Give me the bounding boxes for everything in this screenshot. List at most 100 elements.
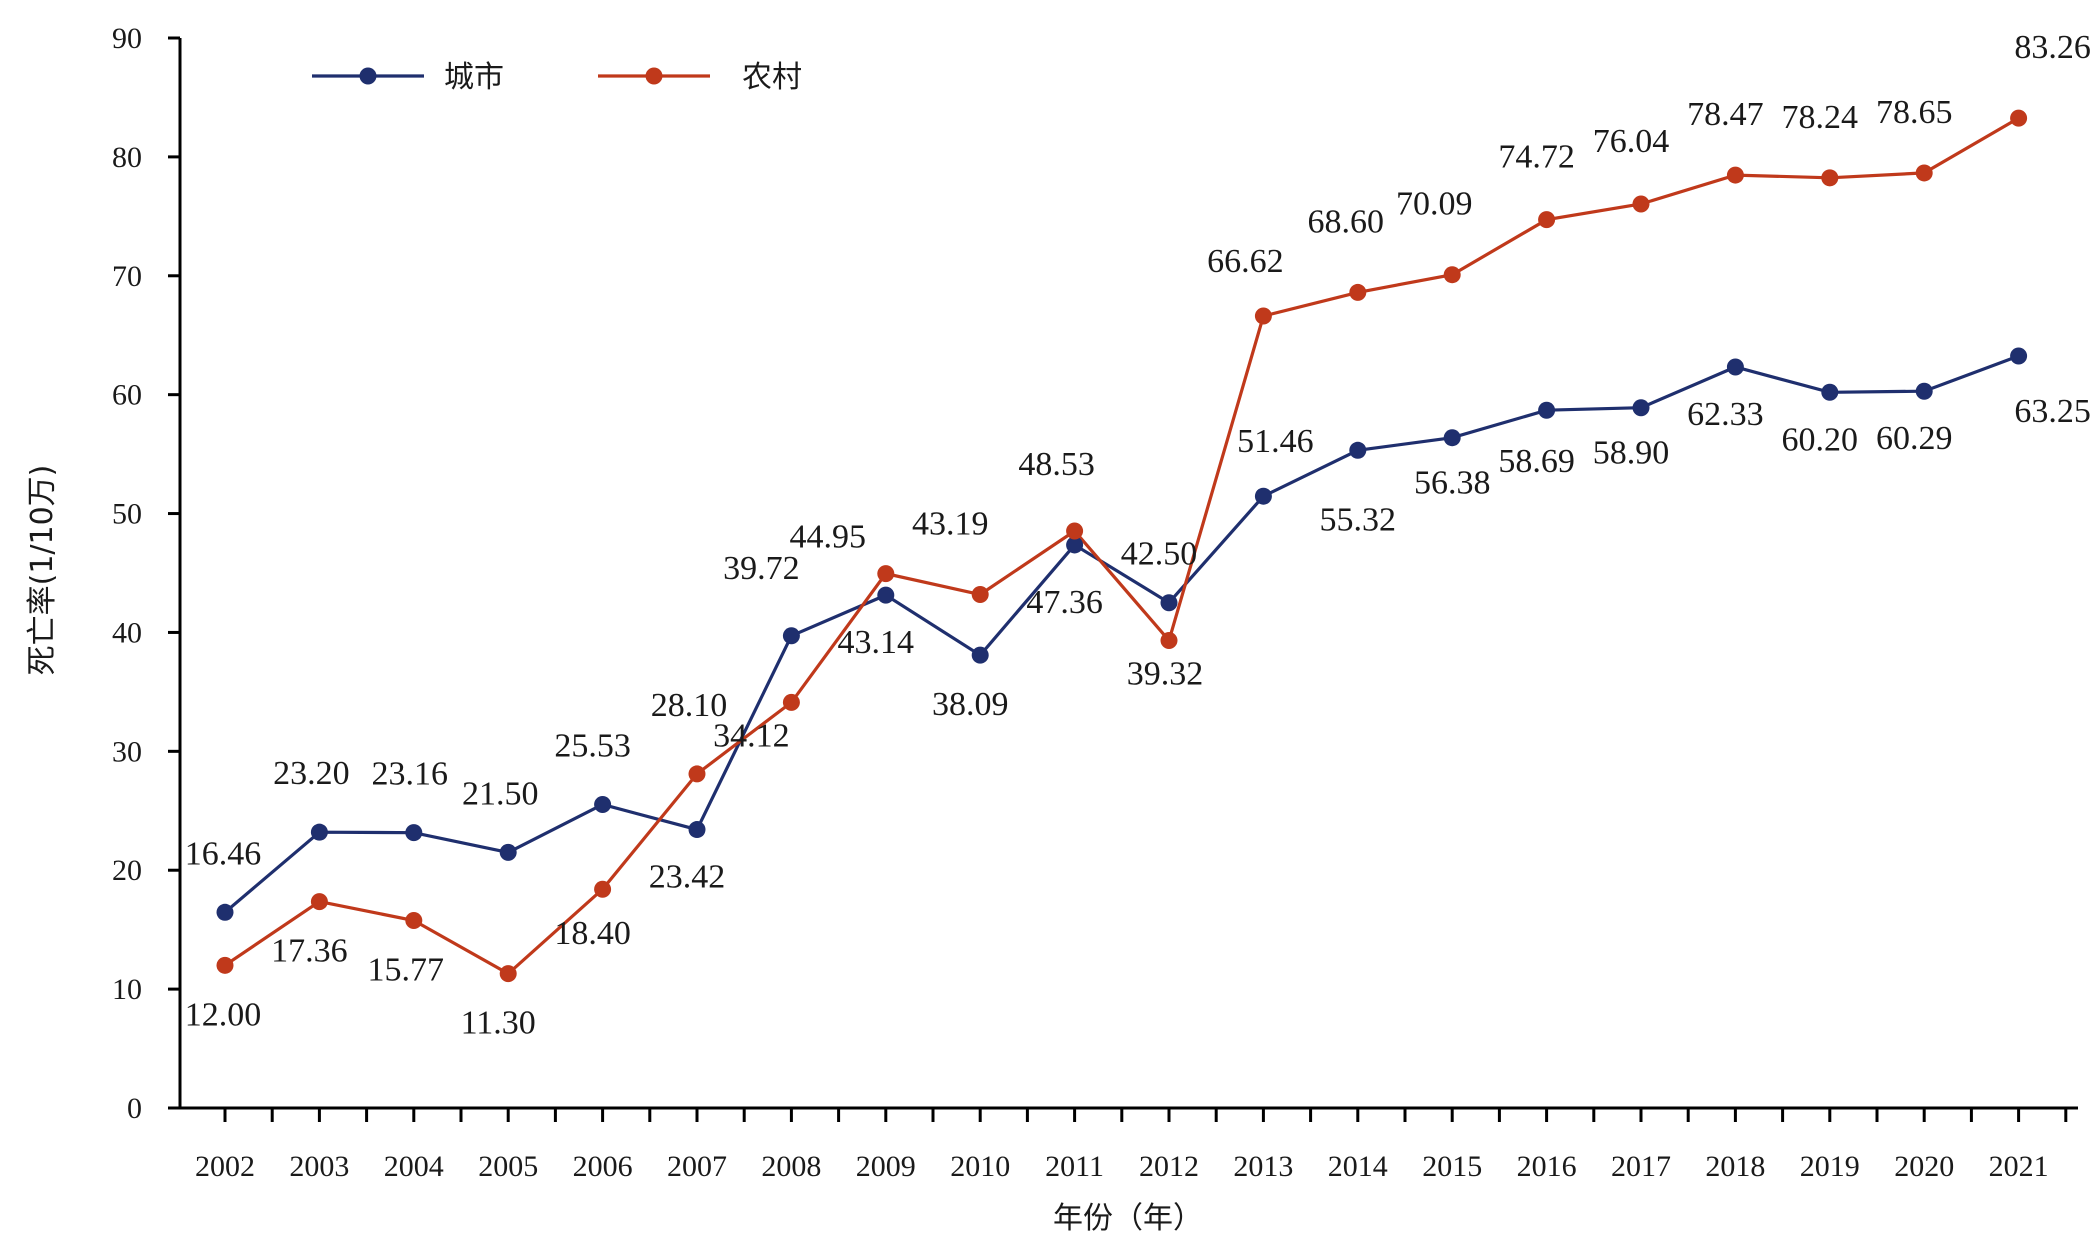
data-label: 68.60 bbox=[1308, 203, 1385, 240]
data-point bbox=[1160, 632, 1178, 650]
data-point bbox=[1349, 441, 1367, 459]
data-point bbox=[1254, 487, 1272, 505]
data-label: 47.36 bbox=[1026, 584, 1103, 621]
data-label: 18.40 bbox=[554, 915, 631, 952]
data-point bbox=[499, 965, 517, 983]
data-point bbox=[1066, 536, 1084, 554]
series-lines bbox=[223, 116, 2020, 976]
data-label: 38.09 bbox=[932, 686, 1009, 723]
data-label: 56.38 bbox=[1414, 465, 1491, 502]
data-label: 55.32 bbox=[1320, 501, 1397, 538]
x-tick-label: 2016 bbox=[1517, 1150, 1577, 1183]
x-tick-label: 2007 bbox=[667, 1150, 727, 1183]
data-label: 78.47 bbox=[1687, 96, 1764, 133]
x-tick-label: 2006 bbox=[573, 1150, 633, 1183]
data-point bbox=[216, 903, 234, 921]
data-point bbox=[1726, 358, 1744, 376]
y-tick-label: 90 bbox=[112, 22, 142, 55]
data-label: 11.30 bbox=[461, 1005, 536, 1042]
data-label: 43.19 bbox=[912, 506, 989, 543]
data-point bbox=[688, 765, 706, 783]
data-point bbox=[2010, 347, 2028, 365]
y-tick-label: 30 bbox=[112, 735, 142, 768]
x-tick-label: 2013 bbox=[1233, 1150, 1293, 1183]
x-tick-label: 2017 bbox=[1611, 1150, 1671, 1183]
y-tick-label: 60 bbox=[112, 379, 142, 412]
x-tick-label: 2009 bbox=[856, 1150, 916, 1183]
data-label: 58.69 bbox=[1498, 443, 1575, 480]
series-points bbox=[216, 109, 2028, 983]
data-label: 12.00 bbox=[185, 996, 262, 1033]
data-point bbox=[594, 795, 612, 813]
data-point bbox=[1538, 211, 1556, 229]
data-point bbox=[1915, 164, 1933, 182]
axes: 0 10 20 30 40 50 60 70 80 90 2002 2003 2004 2005 2006 2… bbox=[112, 22, 2078, 1183]
legend-label: 农村 bbox=[742, 60, 802, 95]
x-tick-label: 2020 bbox=[1894, 1150, 1954, 1183]
data-label: 60.20 bbox=[1782, 421, 1859, 458]
x-tick-label: 2014 bbox=[1328, 1150, 1388, 1183]
x-tick-label: 2004 bbox=[384, 1150, 444, 1183]
x-tick-label: 2003 bbox=[289, 1150, 349, 1183]
x-tick-label: 2005 bbox=[478, 1150, 538, 1183]
data-point bbox=[310, 823, 328, 841]
data-point bbox=[782, 627, 800, 645]
y-tick-label: 40 bbox=[112, 616, 142, 649]
data-label: 60.29 bbox=[1876, 420, 1953, 457]
data-point bbox=[782, 693, 800, 711]
y-tick-label: 10 bbox=[112, 973, 142, 1006]
data-label: 78.24 bbox=[1782, 99, 1859, 136]
data-label: 17.36 bbox=[271, 933, 348, 970]
data-point bbox=[310, 893, 328, 911]
x-axis-title: 年份（年） bbox=[1053, 1201, 1203, 1236]
data-point bbox=[1632, 399, 1650, 417]
data-label: 39.72 bbox=[723, 550, 800, 587]
series-line-rural bbox=[224, 116, 2020, 976]
data-point bbox=[1726, 166, 1744, 184]
data-label: 74.72 bbox=[1498, 139, 1575, 176]
x-tick-label: 2018 bbox=[1705, 1150, 1765, 1183]
data-label: 63.25 bbox=[2014, 393, 2091, 430]
data-label: 76.04 bbox=[1593, 123, 1670, 160]
x-tick-label: 2019 bbox=[1800, 1150, 1860, 1183]
data-label: 43.14 bbox=[838, 624, 915, 661]
x-tick-label: 2015 bbox=[1422, 1150, 1482, 1183]
y-tick-label: 70 bbox=[112, 260, 142, 293]
x-tick-label: 2010 bbox=[950, 1150, 1010, 1183]
x-tick-label: 2021 bbox=[1989, 1150, 2049, 1183]
legend-swatch-marker bbox=[359, 67, 377, 85]
data-point bbox=[971, 646, 989, 664]
data-label: 51.46 bbox=[1237, 423, 1314, 460]
data-label: 34.12 bbox=[713, 717, 790, 754]
data-label: 58.90 bbox=[1593, 435, 1670, 472]
data-point bbox=[1443, 429, 1461, 447]
data-point bbox=[1538, 401, 1556, 419]
x-tick-label: 2002 bbox=[195, 1150, 255, 1183]
data-label: 66.62 bbox=[1207, 243, 1284, 280]
data-point bbox=[877, 586, 895, 604]
data-point bbox=[1066, 522, 1084, 540]
data-label: 21.50 bbox=[462, 775, 539, 812]
data-point bbox=[594, 880, 612, 898]
data-label: 23.20 bbox=[273, 755, 350, 792]
data-label: 39.32 bbox=[1127, 656, 1204, 693]
data-label: 23.42 bbox=[649, 859, 726, 896]
data-label: 23.16 bbox=[372, 756, 449, 793]
data-label: 70.09 bbox=[1396, 186, 1473, 223]
data-label: 44.95 bbox=[790, 519, 867, 556]
series-line-urban bbox=[223, 354, 2020, 914]
data-point bbox=[971, 586, 989, 604]
data-point bbox=[1160, 594, 1178, 612]
x-tick-label: 2008 bbox=[761, 1150, 821, 1183]
legend-label: 城市 bbox=[444, 60, 504, 95]
data-point bbox=[1821, 383, 1839, 401]
data-labels: 16.46 23.20 23.16 21.50 25.53 23.42 39.72 43.14… bbox=[185, 29, 2091, 1042]
data-label: 42.50 bbox=[1121, 536, 1198, 573]
x-tick-label: 2011 bbox=[1045, 1150, 1104, 1183]
data-point bbox=[688, 821, 706, 839]
x-tick-label: 2012 bbox=[1139, 1150, 1199, 1183]
y-tick-label: 50 bbox=[112, 498, 142, 531]
data-point bbox=[2010, 109, 2028, 127]
